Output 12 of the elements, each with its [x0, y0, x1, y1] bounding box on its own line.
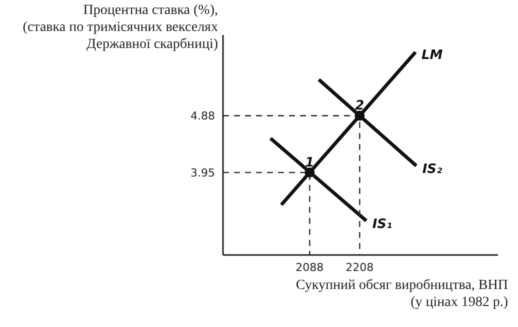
- line-series: [280, 50, 418, 207]
- series-label: IS₁: [372, 216, 392, 232]
- y-tick-label: 4.88: [190, 110, 215, 123]
- x-axis-title: Сукупний обсяг виробництва, ВНП (у цінах 1982 р.): [296, 277, 508, 311]
- y-axis-title: Процентна ставка (%), (ставка по тримісячних векселях Державної скарбниці): [22, 2, 218, 53]
- x-tick-label: 2088: [296, 260, 324, 274]
- annotation: 1: [305, 155, 314, 170]
- x-tick-label: 2208: [346, 260, 374, 274]
- annotation: 2: [355, 98, 364, 114]
- series-label: IS₂: [422, 162, 442, 177]
- y-tick-label: 3.95: [190, 166, 215, 180]
- series-label: LM: [422, 48, 443, 64]
